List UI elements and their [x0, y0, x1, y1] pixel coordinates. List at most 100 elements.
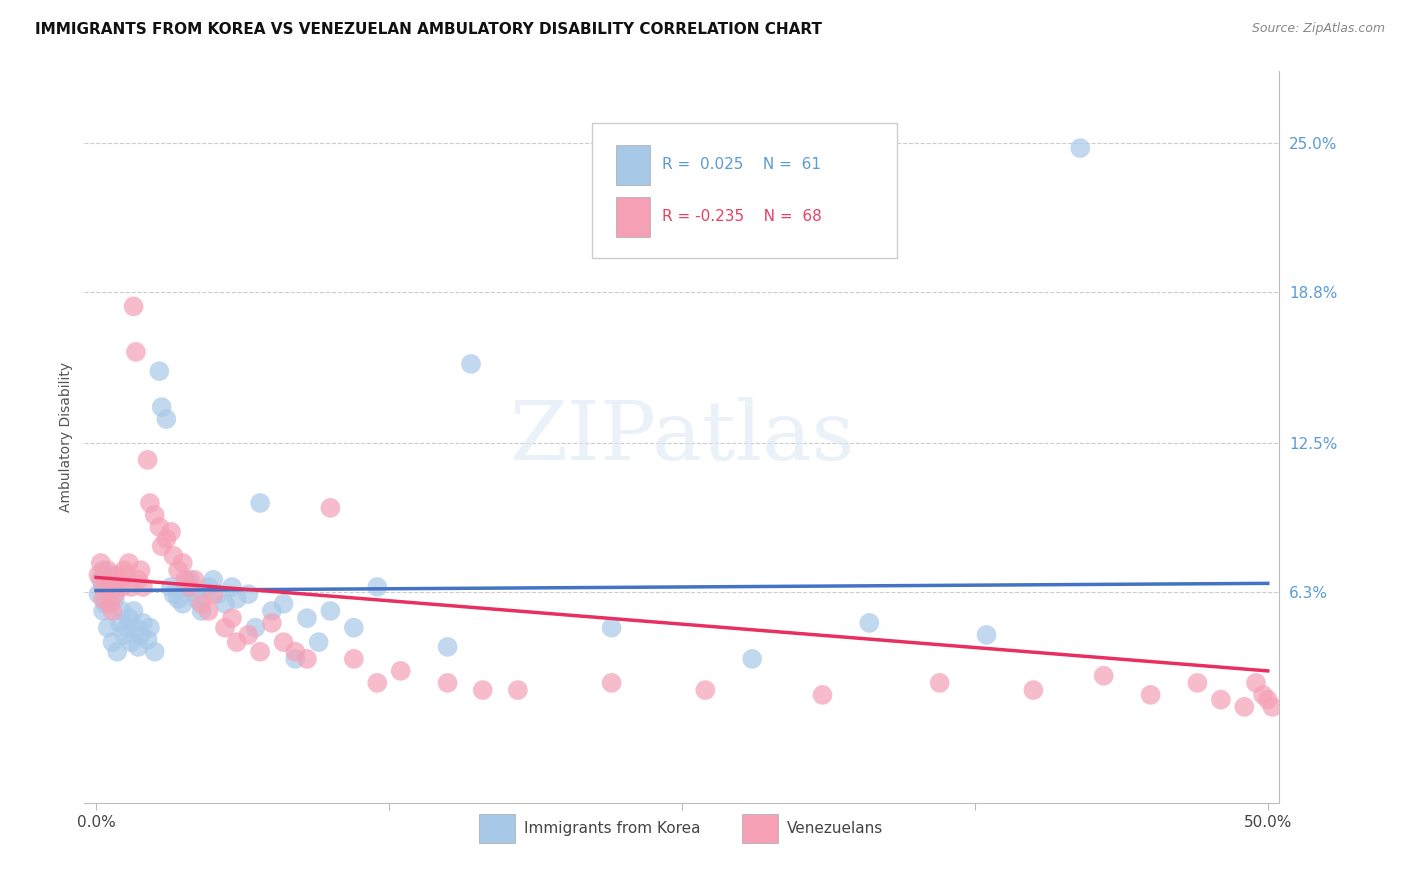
- Point: [811, 688, 834, 702]
- Point: [150, 400, 173, 414]
- Point: [115, 568, 138, 582]
- Point: [343, 621, 366, 635]
- Point: [90, 556, 112, 570]
- Point: [120, 635, 142, 649]
- Point: [225, 635, 247, 649]
- Point: [90, 573, 112, 587]
- Point: [245, 621, 267, 635]
- Point: [162, 549, 184, 563]
- Point: [190, 604, 212, 618]
- Point: [1251, 688, 1274, 702]
- Point: [207, 587, 229, 601]
- Point: [221, 580, 243, 594]
- Point: [284, 645, 307, 659]
- Point: [143, 645, 166, 659]
- Text: R =  0.025    N =  61: R = 0.025 N = 61: [662, 157, 821, 172]
- Point: [214, 597, 236, 611]
- Point: [1187, 676, 1209, 690]
- Point: [129, 563, 152, 577]
- Point: [190, 597, 212, 611]
- Point: [122, 604, 145, 618]
- Point: [471, 683, 494, 698]
- Point: [600, 676, 623, 690]
- Point: [389, 664, 412, 678]
- Point: [186, 591, 208, 606]
- Point: [197, 604, 219, 618]
- Point: [343, 652, 366, 666]
- Point: [122, 299, 145, 313]
- Point: [105, 645, 128, 659]
- Point: [260, 615, 283, 630]
- Point: [150, 539, 173, 553]
- FancyBboxPatch shape: [742, 814, 778, 843]
- Point: [98, 568, 121, 582]
- Point: [183, 584, 205, 599]
- Point: [115, 621, 138, 635]
- Y-axis label: Ambulatory Disability: Ambulatory Disability: [59, 362, 73, 512]
- Point: [104, 587, 127, 601]
- Text: IMMIGRANTS FROM KOREA VS VENEZUELAN AMBULATORY DISABILITY CORRELATION CHART: IMMIGRANTS FROM KOREA VS VENEZUELAN AMBU…: [35, 22, 823, 37]
- Point: [174, 573, 197, 587]
- Point: [167, 563, 190, 577]
- Point: [319, 500, 342, 515]
- Point: [1261, 699, 1284, 714]
- Point: [132, 615, 155, 630]
- Point: [1139, 688, 1161, 702]
- Point: [118, 611, 141, 625]
- Point: [172, 556, 194, 570]
- Point: [127, 640, 149, 654]
- Point: [858, 615, 880, 630]
- Point: [1092, 669, 1115, 683]
- Point: [202, 587, 225, 601]
- Point: [249, 645, 271, 659]
- Point: [460, 357, 482, 371]
- Point: [319, 604, 342, 618]
- Point: [111, 604, 134, 618]
- Point: [976, 628, 998, 642]
- Point: [1022, 683, 1045, 698]
- Point: [101, 604, 124, 618]
- Point: [125, 621, 148, 635]
- Point: [295, 652, 318, 666]
- Point: [97, 621, 120, 635]
- Point: [1233, 699, 1256, 714]
- Point: [91, 604, 114, 618]
- Point: [197, 580, 219, 594]
- FancyBboxPatch shape: [616, 197, 650, 237]
- Point: [136, 632, 159, 647]
- Point: [436, 640, 458, 654]
- Point: [148, 364, 170, 378]
- Point: [162, 587, 184, 601]
- Point: [155, 412, 177, 426]
- Point: [87, 587, 110, 601]
- Point: [101, 580, 124, 594]
- Point: [249, 496, 271, 510]
- Point: [94, 597, 117, 611]
- Point: [97, 580, 120, 594]
- Point: [91, 591, 114, 606]
- Point: [87, 568, 110, 582]
- Point: [695, 683, 717, 698]
- Text: ZIPatlas: ZIPatlas: [509, 397, 855, 477]
- Point: [160, 580, 183, 594]
- Point: [160, 524, 183, 539]
- Point: [139, 621, 162, 635]
- Point: [284, 652, 307, 666]
- Point: [98, 597, 121, 611]
- Point: [928, 676, 950, 690]
- Point: [436, 676, 458, 690]
- Point: [118, 556, 141, 570]
- Text: R = -0.235    N =  68: R = -0.235 N = 68: [662, 210, 821, 225]
- Point: [1069, 141, 1091, 155]
- Point: [260, 604, 283, 618]
- Point: [366, 580, 388, 594]
- Point: [94, 573, 117, 587]
- Point: [91, 563, 114, 577]
- Point: [125, 345, 148, 359]
- Point: [104, 591, 127, 606]
- Point: [172, 597, 194, 611]
- Point: [91, 580, 114, 594]
- Point: [143, 508, 166, 522]
- Point: [741, 652, 763, 666]
- Point: [127, 573, 149, 587]
